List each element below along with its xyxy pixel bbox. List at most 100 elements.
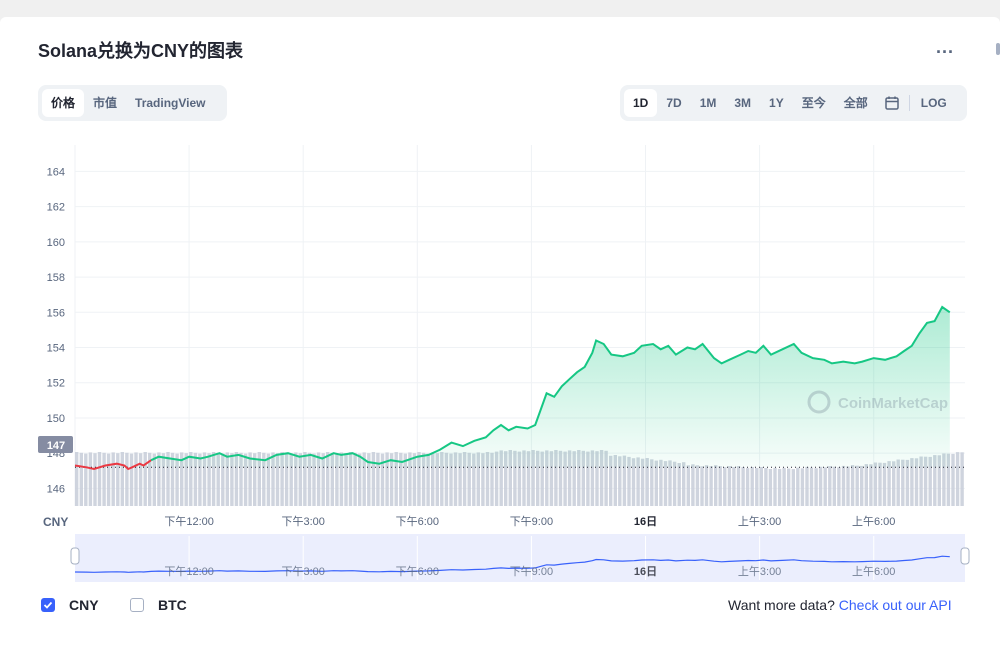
- volume-bar: [189, 452, 193, 506]
- volume-bar: [403, 453, 407, 506]
- volume-bar: [919, 456, 923, 506]
- checkbox-checked-icon[interactable]: [41, 598, 55, 612]
- checkbox-unchecked-icon[interactable]: [130, 598, 144, 612]
- volume-bar: [937, 455, 941, 506]
- edge-scroll-marker: [996, 43, 1000, 55]
- volume-bar: [339, 452, 344, 506]
- volume-bar: [631, 458, 636, 506]
- volume-bar: [271, 452, 275, 506]
- volume-bar: [284, 452, 289, 506]
- volume-bar: [700, 466, 704, 506]
- volume-bar: [745, 468, 750, 506]
- volume-bar: [93, 453, 97, 506]
- volume-bar: [814, 468, 818, 506]
- more-options-button[interactable]: ...: [936, 37, 955, 57]
- navigator-tick-label: 上午6:00: [852, 565, 895, 578]
- volume-bar: [832, 466, 836, 506]
- legend-label-cny: CNY: [69, 597, 99, 613]
- tab-tradingview[interactable]: TradingView: [135, 96, 206, 110]
- volume-bar: [216, 452, 220, 506]
- volume-bar: [841, 465, 846, 506]
- volume-bar: [860, 465, 864, 506]
- log-scale-toggle[interactable]: LOG: [920, 96, 947, 110]
- volume-bar: [549, 451, 554, 506]
- range-1d[interactable]: 1D: [624, 89, 658, 117]
- volume-bar: [362, 452, 366, 506]
- legend-label-btc: BTC: [158, 597, 187, 613]
- volume-bar: [613, 455, 617, 506]
- legend-btc[interactable]: BTC: [130, 597, 187, 613]
- volume-bar: [234, 452, 239, 506]
- volume-bar: [472, 453, 476, 506]
- current-price-tag: 147: [38, 436, 73, 453]
- volume-bar: [586, 451, 590, 506]
- volume-bar: [408, 452, 412, 506]
- price-line-down: [74, 459, 152, 471]
- tab-market-cap[interactable]: 市值: [93, 96, 118, 110]
- volume-bar: [513, 450, 517, 506]
- range-3m[interactable]: 3M: [734, 96, 752, 110]
- y-tick-label: 158: [47, 272, 65, 284]
- navigator-handle-right[interactable]: [960, 547, 970, 565]
- volume-bar: [581, 450, 585, 506]
- volume-bar: [298, 453, 302, 506]
- volume-bar: [380, 453, 385, 506]
- volume-bar: [659, 459, 663, 506]
- volume-bar: [563, 451, 567, 506]
- navigator-handle-left[interactable]: [70, 547, 80, 565]
- volume-bar: [882, 462, 887, 506]
- volume-bar: [157, 452, 161, 506]
- y-tick-label: 146: [47, 483, 65, 495]
- volume-bar: [599, 450, 604, 506]
- calendar-icon[interactable]: [877, 89, 907, 117]
- volume-bar: [462, 452, 467, 506]
- coinmarketcap-logo-icon: [807, 390, 831, 414]
- volume-bar: [704, 465, 709, 506]
- volume-bar: [531, 450, 535, 506]
- navigator-tick-label: 下午9:00: [510, 565, 553, 578]
- volume-bar: [148, 452, 152, 506]
- navigator-tick-label: 下午6:00: [396, 565, 439, 578]
- page-title: Solana兑换为CNY的图表: [38, 41, 244, 61]
- volume-bar: [805, 466, 809, 506]
- volume-bar: [161, 453, 166, 506]
- volume-bar: [910, 458, 914, 506]
- volume-bar: [636, 457, 640, 506]
- range-1y[interactable]: 1Y: [769, 96, 784, 110]
- volume-bar: [262, 452, 266, 506]
- volume-bar: [782, 467, 786, 506]
- volume-bar: [335, 453, 339, 506]
- range-1m[interactable]: 1M: [699, 96, 717, 110]
- y-tick-label: 162: [47, 202, 65, 214]
- volume-bar: [536, 450, 540, 506]
- volume-bar: [755, 468, 759, 506]
- volume-bar: [663, 461, 668, 506]
- volume-bar: [960, 452, 964, 506]
- volume-bar: [371, 452, 376, 506]
- range-7d[interactable]: 7D: [666, 96, 682, 110]
- volume-bar: [577, 450, 581, 506]
- volume-bar: [129, 453, 134, 506]
- volume-bar: [417, 452, 421, 506]
- volume-bar: [850, 465, 855, 506]
- legend-cny[interactable]: CNY: [41, 597, 99, 613]
- volume-bar: [540, 451, 544, 506]
- volume-bar: [116, 453, 120, 506]
- volume-bar: [294, 452, 298, 506]
- volume-bar: [257, 452, 261, 506]
- volume-bar: [467, 452, 471, 506]
- range-navigator[interactable]: 下午12:00 下午3:00 下午6:00 下午9:00 16日 上午3:00 上午6:00: [70, 534, 970, 582]
- x-axis-ticks: 下午12:00 下午3:00 下午6:00 下午9:00 16日 上午3:00 上午6:00: [164, 515, 895, 528]
- range-ytd[interactable]: 至今: [801, 96, 826, 110]
- api-link[interactable]: Check out our API: [838, 597, 952, 613]
- volume-bar: [221, 453, 225, 506]
- volume-bars: [75, 450, 964, 506]
- volume-bar: [494, 451, 499, 506]
- volume-bar: [818, 466, 823, 506]
- volume-bar: [686, 465, 690, 506]
- volume-bar: [750, 467, 754, 506]
- tab-price[interactable]: 价格: [42, 89, 85, 117]
- volume-bar: [193, 452, 198, 506]
- range-all[interactable]: 全部: [843, 96, 868, 110]
